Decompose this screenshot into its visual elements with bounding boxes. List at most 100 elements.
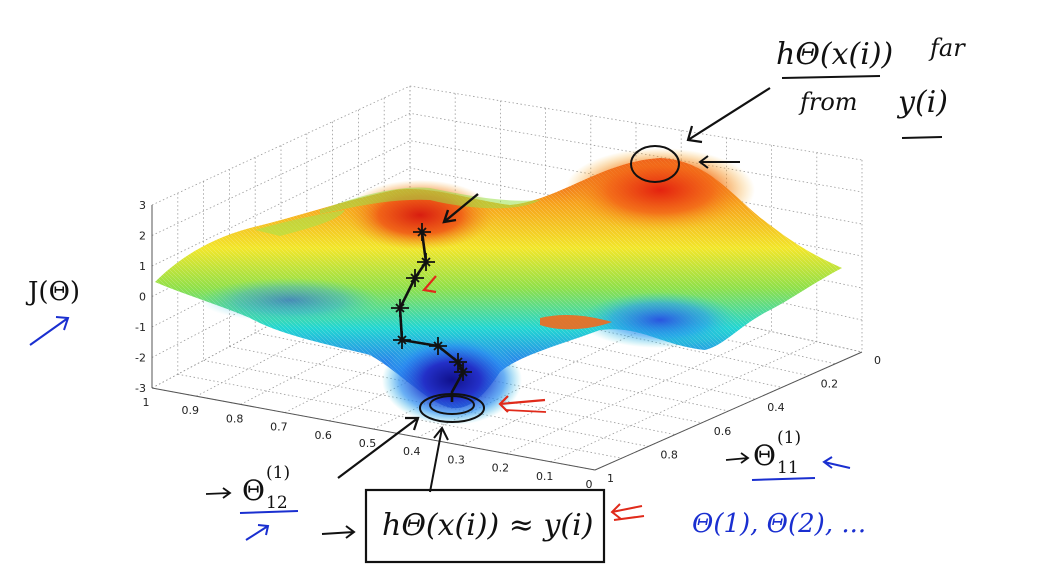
top-note-fraction-bar [781,75,881,79]
left-tick-label: 0.3 [447,453,465,466]
theta12-base: Θ [242,474,265,507]
right-tick-label: 0.6 [714,425,732,438]
grid-line [151,85,863,206]
left-tick-label: 0 [586,478,593,491]
z-tick-label: 3 [139,199,146,212]
grid-line [196,259,456,397]
descent-step-marker [413,223,431,241]
bottom-box-frame [364,488,606,564]
top-note-from: from [798,88,858,116]
right-tick-label: 0 [874,354,881,367]
theta12-sub: 12 [266,493,288,513]
top-note-target-underline [901,136,943,139]
descent-start-arrow [442,193,479,224]
left-axis-line [151,387,596,471]
descent-step-marker [429,337,447,355]
gradient-descent-path [391,193,479,402]
top-note: hΘ(x(i)) far from y(i) [630,34,966,183]
right-tick-label: 0.8 [660,448,678,461]
theta12-blue-underline [239,510,299,514]
grid-line [506,331,772,454]
theta12-label: Θ (1) 12 [205,463,299,541]
right-tick-label: 0.2 [821,378,839,391]
z-label-blue-arrow [29,316,70,346]
surface-valley [382,335,522,425]
z-tick-label: -2 [135,352,146,365]
z-axis-label: J(Θ) [25,277,80,307]
bottom-box-text: hΘ(x(i)) ≈ y(i) [382,508,593,543]
parameter-list: Θ(1), Θ(2), ... [692,509,866,539]
left-tick-label: 0.4 [403,445,421,458]
theta12-arrow [205,487,232,499]
theta11-arrow [725,452,750,464]
right-axis-ticks: 0 0.2 0.4 0.6 0.8 1 [607,354,881,485]
grid-line [329,290,591,422]
left-tick-label: 0.9 [182,404,200,417]
right-axis-line [594,351,863,471]
left-tick-label: 0.1 [536,470,554,483]
cost-surface [155,148,842,425]
descent-step-marker [454,363,472,381]
right-tick-label: 1 [607,472,614,485]
descent-step-marker [393,331,411,349]
descent-step-marker [449,353,467,371]
grid-line [177,373,622,459]
left-tick-label: 0.5 [359,437,377,450]
surface-green-band [255,210,345,236]
descent-red-mark [421,275,437,294]
left-tick-label: 0.6 [314,429,332,442]
descent-step-marker [391,299,409,317]
theta11-label: Θ (1) 11 [725,428,851,481]
left-tick-label: 0.8 [226,412,244,425]
left-tick-label: 0.2 [492,462,510,475]
bottom-box-annotation: hΘ(x(i)) ≈ y(i) [321,426,645,564]
bottom-box-pointer [429,426,449,493]
surface-left-trough [200,278,380,322]
top-note-hypothesis: hΘ(x(i)) [776,37,893,72]
peak-arrow [698,155,740,169]
descent-step-marker [417,253,435,271]
grid-line [550,341,817,463]
grid-line [284,280,546,413]
top-note-target: y(i) [896,85,948,120]
peak-circle [630,145,680,183]
right-tick-label: 0.4 [767,401,785,414]
z-tick-label: -1 [135,321,146,334]
bottom-box-left-arrow [321,525,356,539]
theta11-sub: 11 [777,458,799,478]
z-tick-label: 0 [139,291,146,304]
left-tick-label: 0.7 [270,421,288,434]
top-note-far: far [928,34,966,62]
top-note-arrow [686,87,771,144]
theta11-base: Θ [753,439,776,472]
bottom-box-red-arrow [610,503,645,521]
minimum-red-arrow-tail [504,409,547,413]
surface-orange-fold [540,315,612,330]
z-tick-label: 1 [139,260,146,273]
theta11-blue-underline [751,477,816,481]
z-axis-ticks: 3 2 1 0 -1 -2 -3 [135,199,146,395]
descent-step-marker [406,269,424,287]
minimum-circle-outer [419,393,485,423]
z-tick-label: -3 [135,382,146,395]
descent-line [398,231,465,402]
minimum-markers [337,393,547,479]
surface-green-ridge [320,187,540,214]
grid-line [151,112,863,236]
z-tick-label: 2 [139,230,146,243]
surface-right-trough [580,292,740,348]
theta12-blue-arrow [245,524,270,541]
grid-line [240,270,501,405]
surface-right-peak [565,148,755,232]
left-tick-label: 1 [143,396,150,409]
grid-line [151,249,411,389]
grid-line [461,321,727,446]
theta11-sup: (1) [777,428,801,448]
theta12-sup: (1) [266,463,290,483]
theta11-blue-arrow [822,456,851,469]
minimum-pointer-line [337,416,420,479]
left-axis-ticks: 1 0.9 0.8 0.7 0.6 0.5 0.4 0.3 0.2 0.1 0 [143,396,593,491]
minimum-circle-inner [429,395,475,415]
